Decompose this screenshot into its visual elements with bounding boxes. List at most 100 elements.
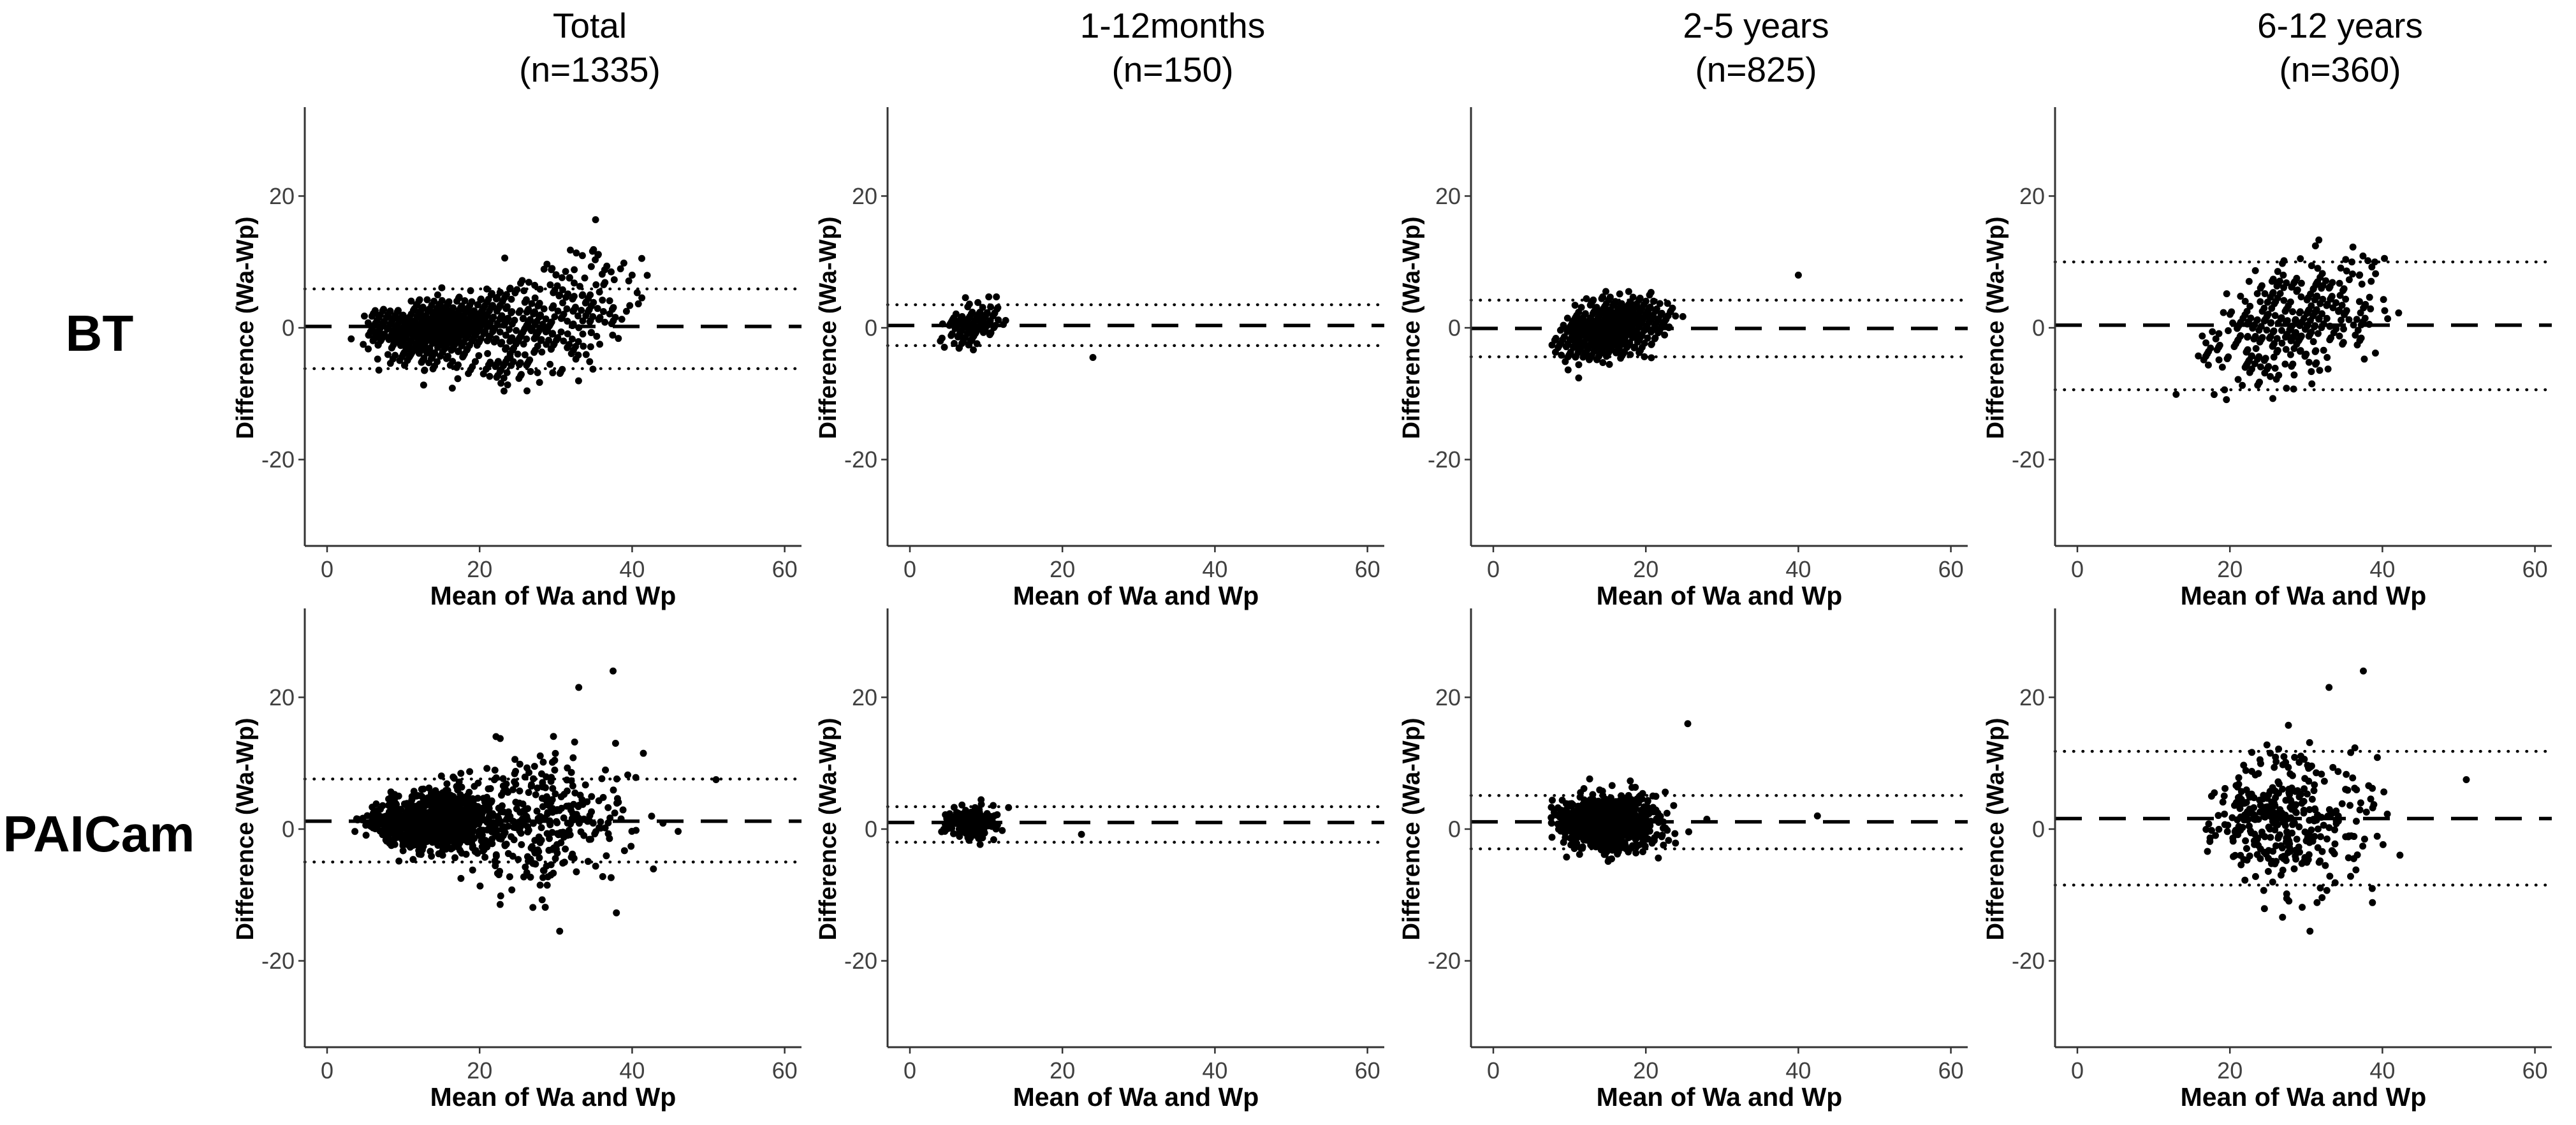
y-tick-label: -20: [844, 446, 877, 473]
data-point: [2220, 309, 2227, 316]
y-tick-label: 20: [1435, 183, 1461, 209]
data-point: [569, 809, 576, 817]
data-point: [1641, 339, 1648, 347]
panel-paicam-2-5-years: 20 0 -20 0 20 40 60 Mean of Wa and Wp Difference…: [1379, 602, 1992, 1112]
data-point: [2262, 355, 2269, 363]
data-point: [537, 311, 545, 319]
data-point: [1558, 351, 1565, 359]
data-point: [1595, 312, 1603, 320]
data-point: [990, 310, 998, 318]
data-point: [437, 353, 444, 360]
data-point: [437, 834, 444, 841]
data-point: [419, 825, 427, 832]
data-point: [445, 822, 453, 830]
data-point: [2318, 324, 2325, 332]
data-point: [586, 358, 594, 365]
data-point: [2283, 317, 2291, 325]
data-point: [538, 896, 546, 904]
data-point: [548, 304, 556, 312]
data-point: [532, 860, 539, 868]
data-point: [428, 354, 435, 362]
data-point: [2352, 331, 2359, 339]
data-point: [446, 362, 454, 369]
data-point: [397, 329, 404, 337]
data-point: [585, 305, 593, 313]
data-point: [979, 812, 986, 820]
data-point: [488, 304, 495, 311]
data-point: [400, 819, 408, 827]
x-tick-label: 20: [1050, 556, 1075, 582]
data-point: [574, 377, 582, 385]
data-point: [2336, 332, 2343, 340]
data-point: [553, 818, 560, 825]
data-point: [475, 352, 483, 360]
data-point: [1630, 331, 1638, 339]
data-point: [492, 335, 500, 342]
data-point: [1565, 351, 1573, 358]
data-point: [2200, 356, 2207, 364]
data-point: [2301, 353, 2309, 360]
column-title-6-12-years: 6-12 years (n=360): [2257, 4, 2423, 92]
data-point: [981, 326, 989, 334]
data-point: [381, 330, 388, 338]
data-point: [2239, 381, 2246, 389]
y-axis-title: Difference (Wa-Wp): [1398, 216, 1425, 439]
data-point: [618, 316, 626, 323]
data-point: [535, 833, 543, 841]
data-point: [538, 335, 545, 343]
data-point: [560, 311, 567, 318]
data-point: [570, 800, 578, 808]
data-point: [1615, 305, 1623, 312]
data-point: [611, 809, 618, 817]
y-tick-label: 0: [1448, 315, 1461, 341]
data-point: [599, 307, 607, 315]
data-point: [450, 329, 458, 337]
data-point: [463, 320, 471, 327]
data-point: [2172, 390, 2180, 398]
data-point: [2283, 385, 2290, 392]
data-point: [388, 810, 396, 818]
data-point: [548, 345, 555, 353]
data-point: [492, 862, 499, 870]
data-point: [564, 318, 571, 325]
data-point: [503, 369, 511, 376]
data-point: [511, 818, 518, 826]
data-point: [640, 749, 647, 757]
data-point: [529, 904, 537, 911]
data-point: [523, 335, 531, 343]
data-point: [474, 795, 481, 802]
data-point: [465, 788, 473, 796]
data-point: [397, 805, 405, 813]
data-point: [951, 339, 958, 347]
data-point: [955, 809, 962, 817]
data-point: [1570, 342, 1578, 350]
data-point: [993, 821, 1001, 829]
data-point: [406, 812, 413, 820]
data-point: [406, 353, 413, 361]
data-point: [2273, 282, 2281, 290]
data-point: [2295, 309, 2303, 317]
data-point: [581, 274, 589, 282]
data-point: [442, 845, 450, 853]
data-point: [2304, 307, 2312, 315]
data-point: [966, 326, 974, 334]
data-point: [481, 329, 488, 337]
data-point: [2237, 332, 2244, 339]
column-title-2-5-years: 2-5 years (n=825): [1683, 4, 1829, 92]
data-point: [394, 307, 402, 314]
data-point: [536, 379, 543, 386]
data-point: [963, 317, 971, 325]
data-point: [2357, 334, 2365, 342]
data-point: [2274, 268, 2281, 276]
data-point: [566, 274, 573, 281]
y-tick-label: -20: [844, 948, 877, 974]
data-point: [492, 295, 500, 303]
data-point: [511, 756, 519, 763]
x-tick-label: 20: [1050, 1057, 1075, 1084]
data-point: [638, 294, 646, 302]
data-point: [608, 320, 615, 328]
axes: 200-200 20 40 60: [1428, 107, 1968, 582]
